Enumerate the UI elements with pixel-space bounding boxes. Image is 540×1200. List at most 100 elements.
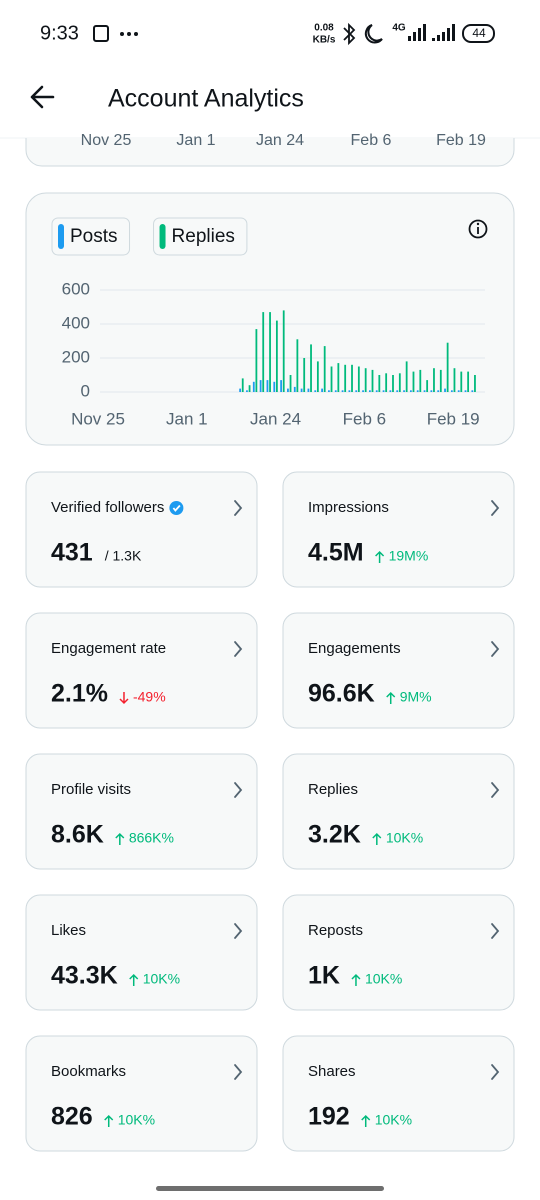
bar: [357, 366, 360, 392]
stat-value: 8.6K: [51, 821, 104, 849]
chevron-icon: [491, 500, 500, 516]
change-arrow: [104, 1114, 114, 1127]
bar: [450, 390, 453, 392]
bar: [255, 329, 258, 392]
change-arrow: [129, 973, 139, 986]
bar: [444, 388, 446, 392]
bar: [471, 390, 474, 392]
stat-card-bg: [282, 1035, 515, 1152]
stat-card[interactable]: Impressions 4.5M 19M%: [282, 471, 515, 588]
legend-item[interactable]: Posts: [51, 217, 131, 256]
stat-value: 96.6K: [308, 680, 375, 708]
battery-icon: [462, 24, 495, 43]
bar: [457, 390, 460, 392]
page-title: Account Analytics: [108, 85, 304, 113]
bar: [464, 390, 467, 392]
stat-card[interactable]: Verified followers 431 / 1.3K: [25, 471, 258, 588]
stat-change: 10K%: [375, 1112, 412, 1128]
legend-label: Posts: [70, 226, 118, 247]
stat-card[interactable]: Replies 3.2K 10K%: [282, 753, 515, 870]
bar: [392, 375, 394, 392]
stat-total: / 1.3K: [105, 548, 142, 564]
bar: [355, 390, 358, 392]
bar: [467, 371, 470, 392]
stat-change: 10K%: [386, 830, 423, 846]
bar: [437, 390, 440, 392]
bar: [396, 390, 399, 392]
stat-card[interactable]: Engagement rate 2.1% -49%: [25, 612, 258, 729]
chevron-icon: [491, 923, 500, 939]
chevron-icon: [491, 782, 500, 798]
previous-x-label: Jan 1: [176, 132, 215, 149]
change-arrow: [115, 832, 125, 845]
stat-label: Verified followers: [51, 499, 164, 516]
bar: [296, 339, 299, 392]
previous-x-label: Feb 6: [351, 132, 392, 149]
stat-label: Engagement rate: [51, 640, 166, 657]
bar: [246, 390, 248, 392]
stat-card-bg: [282, 894, 515, 1011]
stat-card-bg: [282, 753, 515, 870]
bar: [280, 380, 283, 392]
back-button[interactable]: [30, 85, 55, 109]
chevron-icon: [234, 500, 243, 516]
bar: [423, 390, 426, 392]
legend-item[interactable]: Replies: [153, 217, 248, 256]
stat-card[interactable]: Likes 43.3K 10K%: [25, 894, 258, 1011]
bar: [430, 390, 433, 392]
chevron-icon: [234, 923, 243, 939]
legend-swatch: [159, 224, 166, 249]
previous-x-label: Nov 25: [81, 132, 132, 149]
y-tick-label: 400: [62, 313, 90, 332]
network-type: 4G: [392, 23, 406, 34]
moon-icon: [364, 24, 383, 44]
x-tick-label: Jan 24: [250, 409, 301, 428]
bar: [389, 390, 392, 392]
bar: [362, 390, 364, 392]
bar: [282, 310, 285, 392]
stat-label: Bookmarks: [51, 1063, 126, 1080]
legend-pill: [153, 217, 248, 256]
bar: [446, 342, 449, 392]
stat-card[interactable]: Reposts 1K 10K%: [282, 894, 515, 1011]
legend-label: Replies: [172, 226, 235, 247]
bar: [307, 388, 310, 392]
stat-change: 9M%: [400, 689, 432, 705]
y-tick-label: 200: [62, 347, 90, 366]
previous-chart-card: [25, 138, 515, 167]
bar: [323, 346, 326, 392]
bar: [412, 371, 415, 392]
bar: [310, 344, 312, 392]
stat-label: Engagements: [308, 640, 401, 657]
stat-card[interactable]: Bookmarks 826 10K%: [25, 1035, 258, 1152]
net-speed: 0.08: [314, 23, 334, 34]
stat-card-bg: [282, 471, 515, 588]
change-arrow: [372, 832, 382, 845]
change-arrow: [375, 550, 385, 563]
stat-value: 4.5M: [308, 539, 364, 567]
stat-change: 19M%: [389, 548, 429, 564]
bar: [375, 390, 378, 392]
bar: [262, 312, 265, 392]
chevron-icon: [491, 641, 500, 657]
info-button[interactable]: [468, 219, 488, 239]
bar: [275, 320, 278, 392]
stat-card[interactable]: Profile visits 8.6K 866K%: [25, 753, 258, 870]
y-tick-label: 600: [62, 279, 90, 298]
stat-value: 431: [51, 539, 93, 567]
net-unit: KB/s: [313, 35, 336, 46]
bar: [337, 363, 340, 392]
status-icon: [93, 25, 109, 42]
bar: [348, 390, 351, 392]
verified-badge: [169, 501, 184, 515]
stat-card-bg: [25, 1035, 258, 1152]
stat-card[interactable]: Shares 192 10K%: [282, 1035, 515, 1152]
bar: [371, 369, 374, 392]
stat-card-bg: [25, 753, 258, 870]
y-tick-label: 0: [81, 381, 90, 400]
stat-change: 10K%: [143, 971, 180, 987]
stat-change: 10K%: [118, 1112, 155, 1128]
stat-card[interactable]: Engagements 96.6K 9M%: [282, 612, 515, 729]
previous-x-label: Jan 24: [256, 132, 304, 149]
